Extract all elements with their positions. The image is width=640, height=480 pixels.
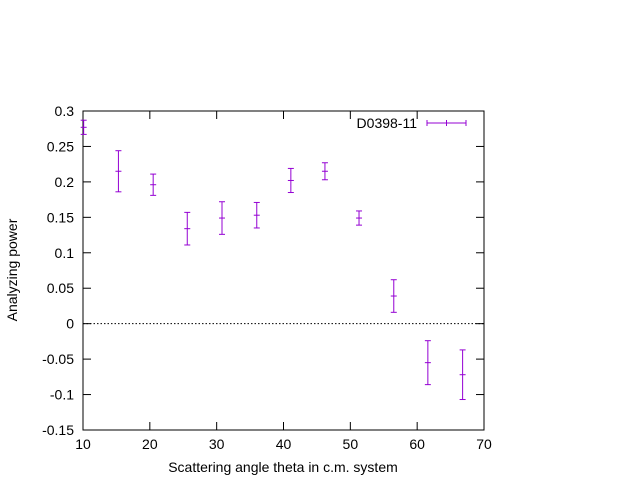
y-tick-label: 0.05 — [47, 280, 74, 296]
data-point — [184, 211, 191, 246]
data-point — [80, 119, 87, 135]
x-tick-label: 30 — [209, 436, 225, 452]
y-tick-label: -0.15 — [42, 422, 74, 438]
y-tick-label: 0.25 — [47, 138, 74, 154]
x-tick-label: 20 — [142, 436, 158, 452]
data-point — [219, 201, 226, 235]
y-tick-label: 0.1 — [55, 245, 75, 261]
data-point — [115, 150, 122, 193]
legend: D0398-11 — [357, 115, 467, 131]
data-point — [287, 167, 294, 194]
y-tick-label: 0.15 — [47, 209, 74, 225]
data-point — [253, 201, 260, 229]
x-tick-label: 50 — [343, 436, 359, 452]
y-tick-label: 0 — [66, 316, 74, 332]
legend-label: D0398-11 — [357, 115, 418, 131]
data-point — [390, 279, 397, 313]
x-axis-title: Scattering angle theta in c.m. system — [168, 459, 398, 475]
x-tick-label: 10 — [75, 436, 91, 452]
x-tick-label: 70 — [476, 436, 492, 452]
y-axis-title: Analyzing power — [4, 218, 20, 321]
data-point — [424, 340, 431, 386]
x-tick-label: 40 — [276, 436, 292, 452]
y-tick-label: -0.1 — [50, 387, 74, 403]
data-point — [459, 349, 466, 401]
y-tick-label: 0.2 — [55, 174, 75, 190]
data-point — [321, 162, 328, 181]
data-point — [356, 210, 363, 226]
series-errorbars — [80, 119, 466, 401]
data-point — [150, 173, 157, 196]
x-tick-label: 60 — [409, 436, 425, 452]
y-tick-label: 0.3 — [55, 103, 75, 119]
y-tick-label: -0.05 — [42, 351, 74, 367]
plot-border — [82, 110, 485, 431]
plot-area: -0.15 -0.1 -0.05 0 0.05 0.1 0.15 0.2 0.25 0.3 10 20… — [42, 103, 492, 452]
legend-sample-errorbar — [426, 120, 467, 126]
